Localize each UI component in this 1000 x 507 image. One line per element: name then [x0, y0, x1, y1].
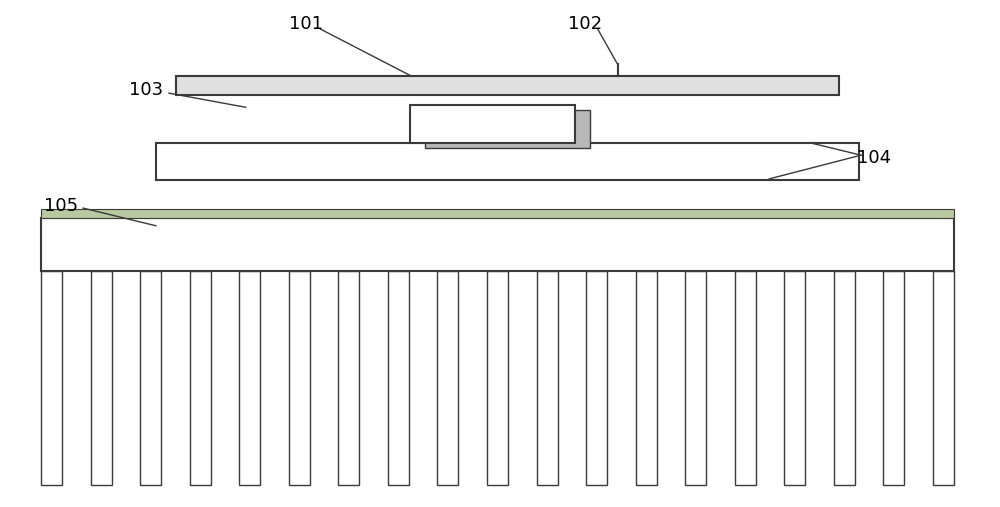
Text: 103: 103	[129, 81, 163, 99]
Bar	[685, 271, 706, 485]
Bar	[784, 271, 805, 485]
Bar	[537, 271, 558, 485]
Text: 104: 104	[857, 149, 891, 167]
Bar	[388, 271, 409, 485]
Bar	[289, 271, 310, 485]
Bar	[190, 271, 211, 485]
Bar	[437, 271, 458, 485]
Bar	[140, 271, 161, 485]
Bar	[41, 218, 954, 271]
Text: 105: 105	[44, 197, 78, 214]
Bar	[735, 271, 756, 485]
Bar	[239, 271, 260, 485]
Bar	[933, 271, 954, 485]
Bar	[156, 142, 859, 180]
Bar	[91, 271, 112, 485]
Text: 102: 102	[568, 15, 602, 33]
Bar	[487, 271, 508, 485]
Bar	[586, 271, 607, 485]
Bar	[883, 271, 904, 485]
Bar	[834, 271, 855, 485]
Bar	[41, 209, 954, 218]
Bar	[176, 76, 839, 95]
Bar	[41, 271, 62, 485]
Bar	[636, 271, 657, 485]
Bar	[338, 271, 359, 485]
Bar	[410, 105, 575, 142]
Bar	[425, 110, 590, 148]
Text: 101: 101	[289, 15, 323, 33]
